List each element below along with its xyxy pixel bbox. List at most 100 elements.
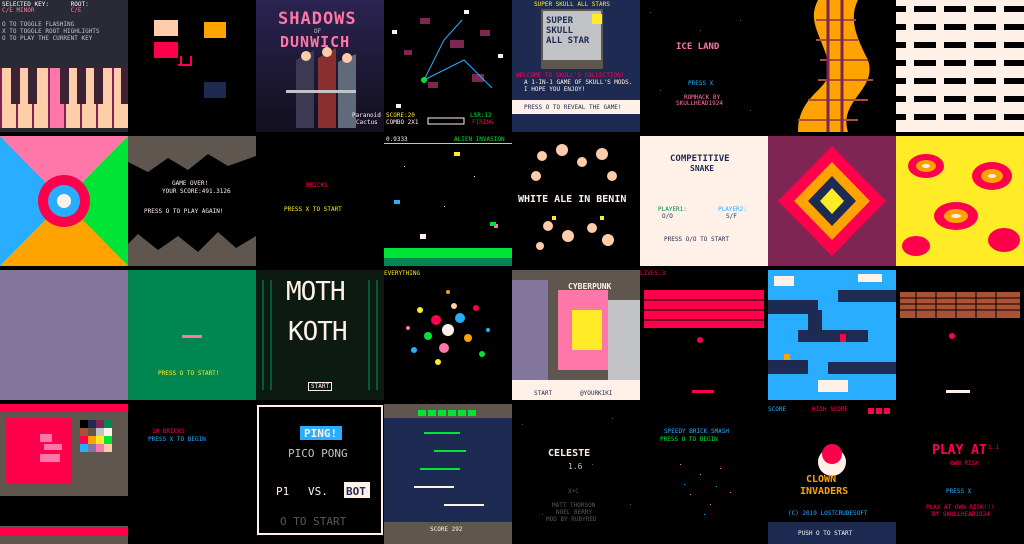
ice-land-stars (650, 12, 751, 111)
cart-cyberpunk[interactable]: CYBERPUNK START @YOURKIKI (512, 270, 640, 400)
cart-alien-invasion[interactable]: 0.9333 ALIEN INVASION (384, 136, 512, 266)
risk-version: 1.1 (988, 444, 999, 451)
risk-line: PLAY AT OWN RISK!!! (926, 504, 995, 511)
cart-gray-screen[interactable] (0, 270, 128, 400)
ice-maze-scene (768, 274, 896, 392)
dunwich-of: OF (314, 28, 322, 35)
cart-super-skull-all-star[interactable]: SUPER SKULL ALL STARS SUPER SKULL ALL ST… (512, 0, 640, 132)
dunwich-subtitle: DUNWICH (280, 33, 351, 51)
color-blocks-scene (154, 20, 226, 98)
cart-pico-pong[interactable]: PING! PICO PONG P1 VS. BOT O TO START (256, 404, 384, 544)
shooter-level: LSR:12 (470, 112, 492, 119)
ice-land-credit: SKULLHEAD1924 (676, 100, 723, 107)
cart-shadows-of-dunwich[interactable]: SHADOWS OF DUNWICH Paranoid Cactus (256, 0, 384, 132)
dunwich-title: SHADOWS (278, 9, 357, 29)
pong-subtitle: PICO PONG (288, 447, 348, 460)
pong-p1: P1 (276, 485, 290, 498)
cart-breakout-lives[interactable]: LIVES:3 (640, 270, 768, 400)
game-over-prompt[interactable]: PRESS O TO PLAY AGAIN! (144, 208, 224, 215)
ice-land-credit: ROMHACK BY (684, 94, 721, 101)
cart-rainbow-kaleidoscope[interactable] (0, 136, 128, 266)
cart-yellow-blobs[interactable] (896, 136, 1024, 266)
zigzag-scene (896, 0, 1024, 132)
cyberpunk-prompt[interactable]: START (534, 390, 553, 397)
skull-cart-box (512, 9, 640, 114)
snake-title: COMPETITIVE (670, 154, 730, 164)
cyberpunk-title: CYBERPUNK (568, 282, 612, 291)
risk-prompt[interactable]: PRESS X (946, 488, 972, 495)
moth-koth-bg (262, 280, 378, 390)
piano-keyboard (0, 68, 128, 128)
bricks-title: BRICKS (306, 182, 328, 189)
brick-tower-scene (798, 0, 873, 132)
cart-zigzag-pattern[interactable] (896, 0, 1024, 132)
pico-pong-frame (257, 405, 383, 535)
cart-space-shooter[interactable]: SCORE:20 COMBO 2X1 LSR:12 FIRING (384, 0, 512, 132)
ice-land-prompt[interactable]: PRESS X (688, 80, 714, 87)
clown-hiscore-label: HIGH SCORE (812, 406, 849, 413)
snake-p1: PLAYER1: (658, 206, 687, 213)
cart-ice-maze[interactable] (768, 270, 896, 400)
brick-wall-scene (900, 292, 1020, 393)
snake-prompt[interactable]: PRESS O/O TO START (664, 236, 730, 243)
cyberpunk-scene (512, 270, 640, 400)
cart-everything[interactable]: EVERYTHING (384, 270, 512, 400)
moth-title: MOTH (286, 277, 346, 307)
cart-green-start[interactable]: PRESS O TO START! (128, 270, 256, 400)
cart-celeste[interactable]: CELESTE 1.6 X+C MATT THORSON NOEL BERRY … (512, 404, 640, 544)
cart-game-over[interactable]: GAME OVER! YOUR SCORE:491.3126 PRESS O T… (128, 136, 256, 266)
yellow-blobs-scene (902, 154, 1020, 256)
breakout-scene (644, 290, 764, 393)
clown-copyright: (C) 2019 LOSTCRUDESOFT (788, 510, 868, 517)
game-over-score: YOUR SCORE:491.3126 (162, 188, 231, 195)
snake-p1-keys: O/O (662, 213, 673, 220)
clown-scene (768, 408, 896, 544)
cart-play-at-own-risk[interactable]: PLAY AT 1.1 OWN RISK PRESS X PLAY AT OWN… (896, 404, 1024, 544)
white-ale-title: WHITE ALE IN BENIN (518, 194, 627, 205)
shooter-status: FIRING (472, 119, 494, 126)
cart-competitive-snake[interactable]: COMPETITIVE SNAKE PLAYER1: O/O PLAYER2: … (640, 136, 768, 266)
snake-p2: PLAYER2: (718, 206, 747, 213)
pong-bot[interactable]: BOT (346, 485, 366, 498)
cart-score-tower[interactable]: SCORE 292 (384, 404, 512, 544)
skull-prompt[interactable]: PRESS O TO REVEAL THE GAME! (524, 104, 622, 111)
cart-brick-tower[interactable] (768, 0, 896, 132)
game-over-title: GAME OVER! (172, 180, 209, 187)
cart-ice-land[interactable]: ICE LAND PRESS X ROMHACK BY SKULLHEAD192… (640, 0, 768, 132)
moth-start-button[interactable]: START (308, 382, 333, 391)
cart-brick-wall[interactable] (896, 270, 1024, 400)
shooter-combo: COMBO 2X1 (386, 119, 419, 126)
moth-title: KOTH (288, 317, 348, 347)
cart-moth-koth[interactable]: MOTH KOTH START (256, 270, 384, 400)
cart-red-wave[interactable] (768, 136, 896, 266)
speedy-prompt[interactable]: PRESS O TO BEGIN (660, 436, 718, 443)
cart-sprite-editor[interactable] (0, 404, 128, 544)
pong-prompt[interactable]: O TO START (280, 515, 347, 528)
cart-speedy-brick-smash[interactable]: SPEEDY BRICK SMASH PRESS O TO BEGIN (640, 404, 768, 544)
risk-subtitle: OWN RISK (950, 460, 979, 467)
skull-welcome: WELCOME TO SKULL'S COLLECTION! (516, 72, 625, 79)
score-tower-scene (384, 404, 512, 544)
everything-title: EVERYTHING (384, 270, 421, 277)
cart-key-tester[interactable]: SELECTED KEY: ROOT: C/E MINOR C/E O TO T… (0, 0, 128, 132)
cart-bricks[interactable]: BRICKS PRESS X TO START (256, 136, 384, 266)
skull-header: SUPER SKULL ALL STARS (534, 1, 610, 8)
10-bricks-title: 10 BRICKS (152, 428, 185, 435)
green-start-prompt[interactable]: PRESS O TO START! (158, 370, 220, 377)
cart-10-bricks[interactable]: 10 BRICKS PRESS X TO BEGIN (128, 404, 256, 544)
dunwich-art (256, 0, 384, 132)
cart-clown-invaders[interactable]: SCORE HIGH SCORE CLOWN INVADERS (C) 2019… (768, 404, 896, 544)
white-ale-scene (531, 144, 617, 250)
cart-white-ale-in-benin[interactable]: WHITE ALE IN BENIN (512, 136, 640, 266)
10-bricks-prompt[interactable]: PRESS X TO BEGIN (148, 436, 206, 443)
bricks-prompt[interactable]: PRESS X TO START (284, 206, 342, 213)
score-tower-score: SCORE 292 (430, 526, 463, 533)
cart-color-blocks[interactable] (128, 0, 256, 132)
celeste-version: 1.6 (568, 462, 583, 471)
dunwich-credit: Cactus (356, 119, 378, 126)
snake-title: SNAKE (690, 164, 715, 173)
risk-title: PLAY AT (932, 443, 987, 458)
speedy-particles (680, 464, 731, 515)
clown-prompt[interactable]: PUSH O TO START (798, 530, 853, 537)
